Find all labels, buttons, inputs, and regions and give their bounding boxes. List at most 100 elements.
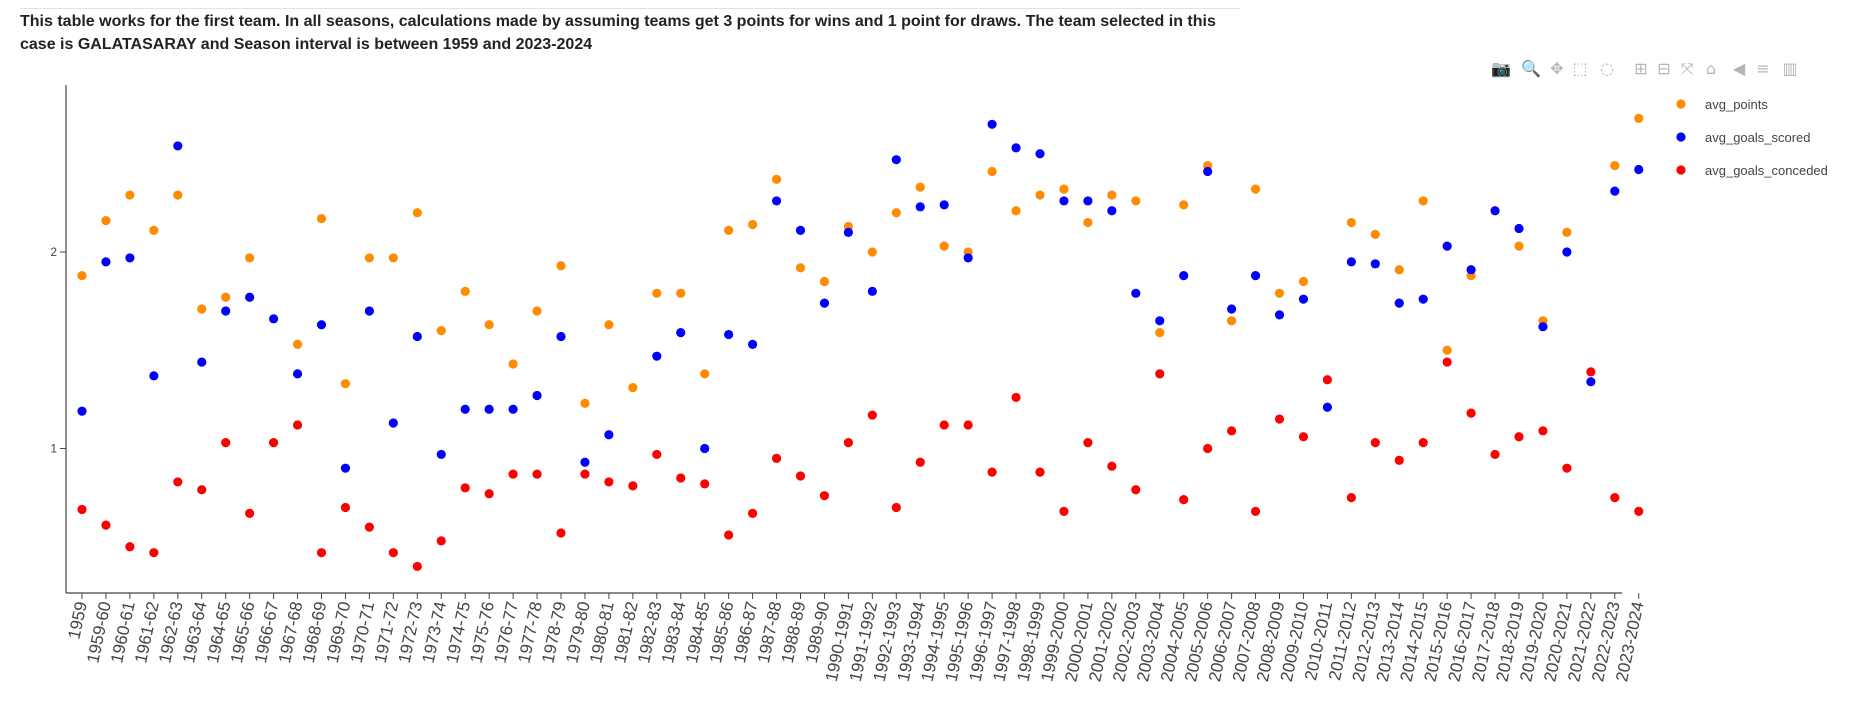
- point-avg_goals_conceded[interactable]: [1083, 438, 1093, 448]
- point-avg_points[interactable]: [556, 261, 566, 271]
- point-avg_goals_conceded[interactable]: [1155, 369, 1165, 379]
- compare-data-icon[interactable]: ≡: [1756, 59, 1770, 78]
- point-avg_goals_scored[interactable]: [1011, 143, 1021, 153]
- legend-marker-avg_goals_conceded[interactable]: [1676, 165, 1686, 175]
- point-avg_goals_conceded[interactable]: [1322, 375, 1332, 385]
- point-avg_goals_scored[interactable]: [1562, 247, 1572, 257]
- point-avg_points[interactable]: [1634, 113, 1644, 124]
- point-avg_goals_conceded[interactable]: [436, 536, 446, 546]
- point-avg_points[interactable]: [819, 276, 830, 287]
- point-avg_goals_scored[interactable]: [1274, 310, 1285, 320]
- zoom-icon[interactable]: 🔍: [1521, 59, 1541, 78]
- point-avg_goals_scored[interactable]: [819, 298, 830, 308]
- point-avg_goals_conceded[interactable]: [1418, 438, 1428, 448]
- point-avg_goals_scored[interactable]: [652, 351, 662, 361]
- legend-label[interactable]: avg_goals_scored: [1705, 130, 1811, 145]
- point-avg_points[interactable]: [1394, 265, 1404, 275]
- point-avg_goals_conceded[interactable]: [1586, 367, 1596, 377]
- point-avg_goals_scored[interactable]: [292, 369, 303, 379]
- point-avg_goals_scored[interactable]: [508, 404, 518, 414]
- point-avg_points[interactable]: [460, 286, 470, 296]
- point-avg_goals_conceded[interactable]: [508, 469, 518, 479]
- point-avg_goals_scored[interactable]: [1250, 271, 1261, 281]
- point-avg_goals_conceded[interactable]: [125, 542, 135, 552]
- point-avg_goals_scored[interactable]: [1346, 257, 1356, 267]
- point-avg_goals_conceded[interactable]: [388, 548, 398, 558]
- point-avg_goals_conceded[interactable]: [1011, 392, 1021, 403]
- point-avg_goals_scored[interactable]: [676, 327, 686, 338]
- point-avg_points[interactable]: [292, 339, 303, 349]
- point-avg_goals_scored[interactable]: [963, 253, 973, 263]
- point-avg_goals_conceded[interactable]: [1370, 438, 1380, 448]
- legend-label[interactable]: avg_points: [1705, 97, 1768, 112]
- point-avg_points[interactable]: [508, 359, 518, 369]
- point-avg_goals_conceded[interactable]: [77, 504, 87, 515]
- point-avg_goals_conceded[interactable]: [771, 453, 782, 463]
- point-avg_goals_conceded[interactable]: [748, 508, 758, 518]
- point-avg_points[interactable]: [1035, 190, 1045, 200]
- point-avg_goals_conceded[interactable]: [1346, 493, 1356, 503]
- point-avg_points[interactable]: [1250, 184, 1261, 194]
- point-avg_points[interactable]: [1370, 229, 1380, 239]
- point-avg_goals_scored[interactable]: [149, 371, 159, 381]
- point-avg_points[interactable]: [1298, 276, 1309, 287]
- point-avg_goals_scored[interactable]: [316, 320, 327, 330]
- point-avg_goals_conceded[interactable]: [1250, 506, 1261, 517]
- point-avg_goals_conceded[interactable]: [1274, 414, 1285, 424]
- point-avg_goals_conceded[interactable]: [1179, 495, 1189, 505]
- point-avg_points[interactable]: [364, 253, 374, 263]
- point-avg_goals_conceded[interactable]: [364, 522, 374, 532]
- point-avg_points[interactable]: [891, 208, 901, 218]
- point-avg_points[interactable]: [1131, 196, 1141, 206]
- point-avg_points[interactable]: [1155, 327, 1165, 338]
- point-avg_points[interactable]: [1274, 288, 1285, 298]
- point-avg_points[interactable]: [173, 190, 183, 200]
- point-avg_goals_conceded[interactable]: [340, 502, 351, 513]
- point-avg_goals_scored[interactable]: [1394, 298, 1404, 308]
- point-avg_goals_scored[interactable]: [340, 463, 351, 473]
- point-avg_goals_conceded[interactable]: [532, 469, 542, 479]
- point-avg_goals_scored[interactable]: [987, 119, 997, 129]
- point-avg_goals_conceded[interactable]: [915, 457, 925, 467]
- point-avg_points[interactable]: [149, 225, 159, 236]
- point-avg_goals_scored[interactable]: [364, 306, 374, 316]
- point-avg_goals_scored[interactable]: [1059, 196, 1069, 206]
- point-avg_goals_conceded[interactable]: [221, 438, 231, 448]
- point-avg_goals_conceded[interactable]: [891, 502, 901, 513]
- point-avg_goals_scored[interactable]: [125, 253, 135, 263]
- point-avg_points[interactable]: [628, 383, 638, 393]
- point-avg_goals_conceded[interactable]: [1298, 432, 1309, 442]
- point-avg_goals_scored[interactable]: [221, 306, 231, 316]
- point-avg_goals_conceded[interactable]: [676, 473, 686, 483]
- point-avg_goals_conceded[interactable]: [1634, 506, 1644, 517]
- point-avg_goals_conceded[interactable]: [795, 471, 806, 481]
- point-avg_goals_scored[interactable]: [532, 390, 542, 401]
- point-avg_points[interactable]: [484, 320, 494, 330]
- zoom-out-icon[interactable]: ⊟: [1657, 59, 1671, 78]
- point-avg_points[interactable]: [724, 225, 734, 236]
- point-avg_points[interactable]: [580, 398, 590, 408]
- point-avg_goals_scored[interactable]: [436, 449, 446, 460]
- point-avg_points[interactable]: [748, 219, 758, 230]
- point-avg_points[interactable]: [1610, 160, 1620, 171]
- point-avg_points[interactable]: [532, 306, 542, 316]
- point-avg_points[interactable]: [676, 288, 686, 298]
- point-avg_points[interactable]: [1107, 190, 1117, 200]
- point-avg_goals_conceded[interactable]: [987, 467, 997, 477]
- point-avg_points[interactable]: [388, 253, 398, 263]
- point-avg_points[interactable]: [1418, 196, 1428, 206]
- point-avg_points[interactable]: [1514, 241, 1524, 251]
- point-avg_goals_scored[interactable]: [269, 314, 279, 324]
- point-avg_goals_conceded[interactable]: [724, 530, 734, 540]
- point-avg_goals_scored[interactable]: [1442, 241, 1452, 251]
- legend-marker-avg_points[interactable]: [1676, 99, 1686, 109]
- point-avg_goals_conceded[interactable]: [412, 561, 422, 572]
- point-avg_goals_conceded[interactable]: [197, 485, 207, 495]
- point-avg_points[interactable]: [1083, 217, 1093, 228]
- point-avg_points[interactable]: [77, 271, 87, 281]
- point-avg_goals_conceded[interactable]: [1466, 408, 1476, 418]
- point-avg_points[interactable]: [867, 247, 877, 257]
- point-avg_goals_scored[interactable]: [173, 141, 183, 151]
- point-avg_goals_scored[interactable]: [843, 227, 854, 237]
- point-avg_points[interactable]: [125, 190, 135, 200]
